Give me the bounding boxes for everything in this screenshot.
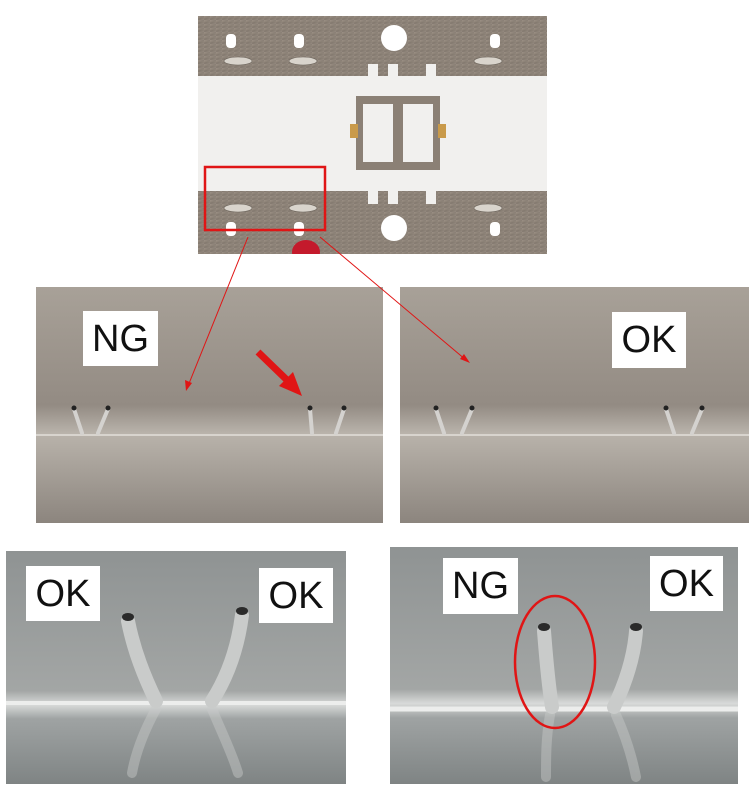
label-ok-bottom-left-2: OK [259, 568, 333, 623]
label-ng-middle: NG [83, 311, 158, 366]
label-ok-bottom-right: OK [650, 556, 723, 611]
side-view-photo-ok [400, 287, 749, 523]
label-ok-bottom-left-1: OK [26, 566, 100, 621]
label-ng-bottom-right: NG [443, 558, 518, 614]
label-ok-middle: OK [612, 312, 686, 368]
leadframe-photo [198, 16, 547, 254]
